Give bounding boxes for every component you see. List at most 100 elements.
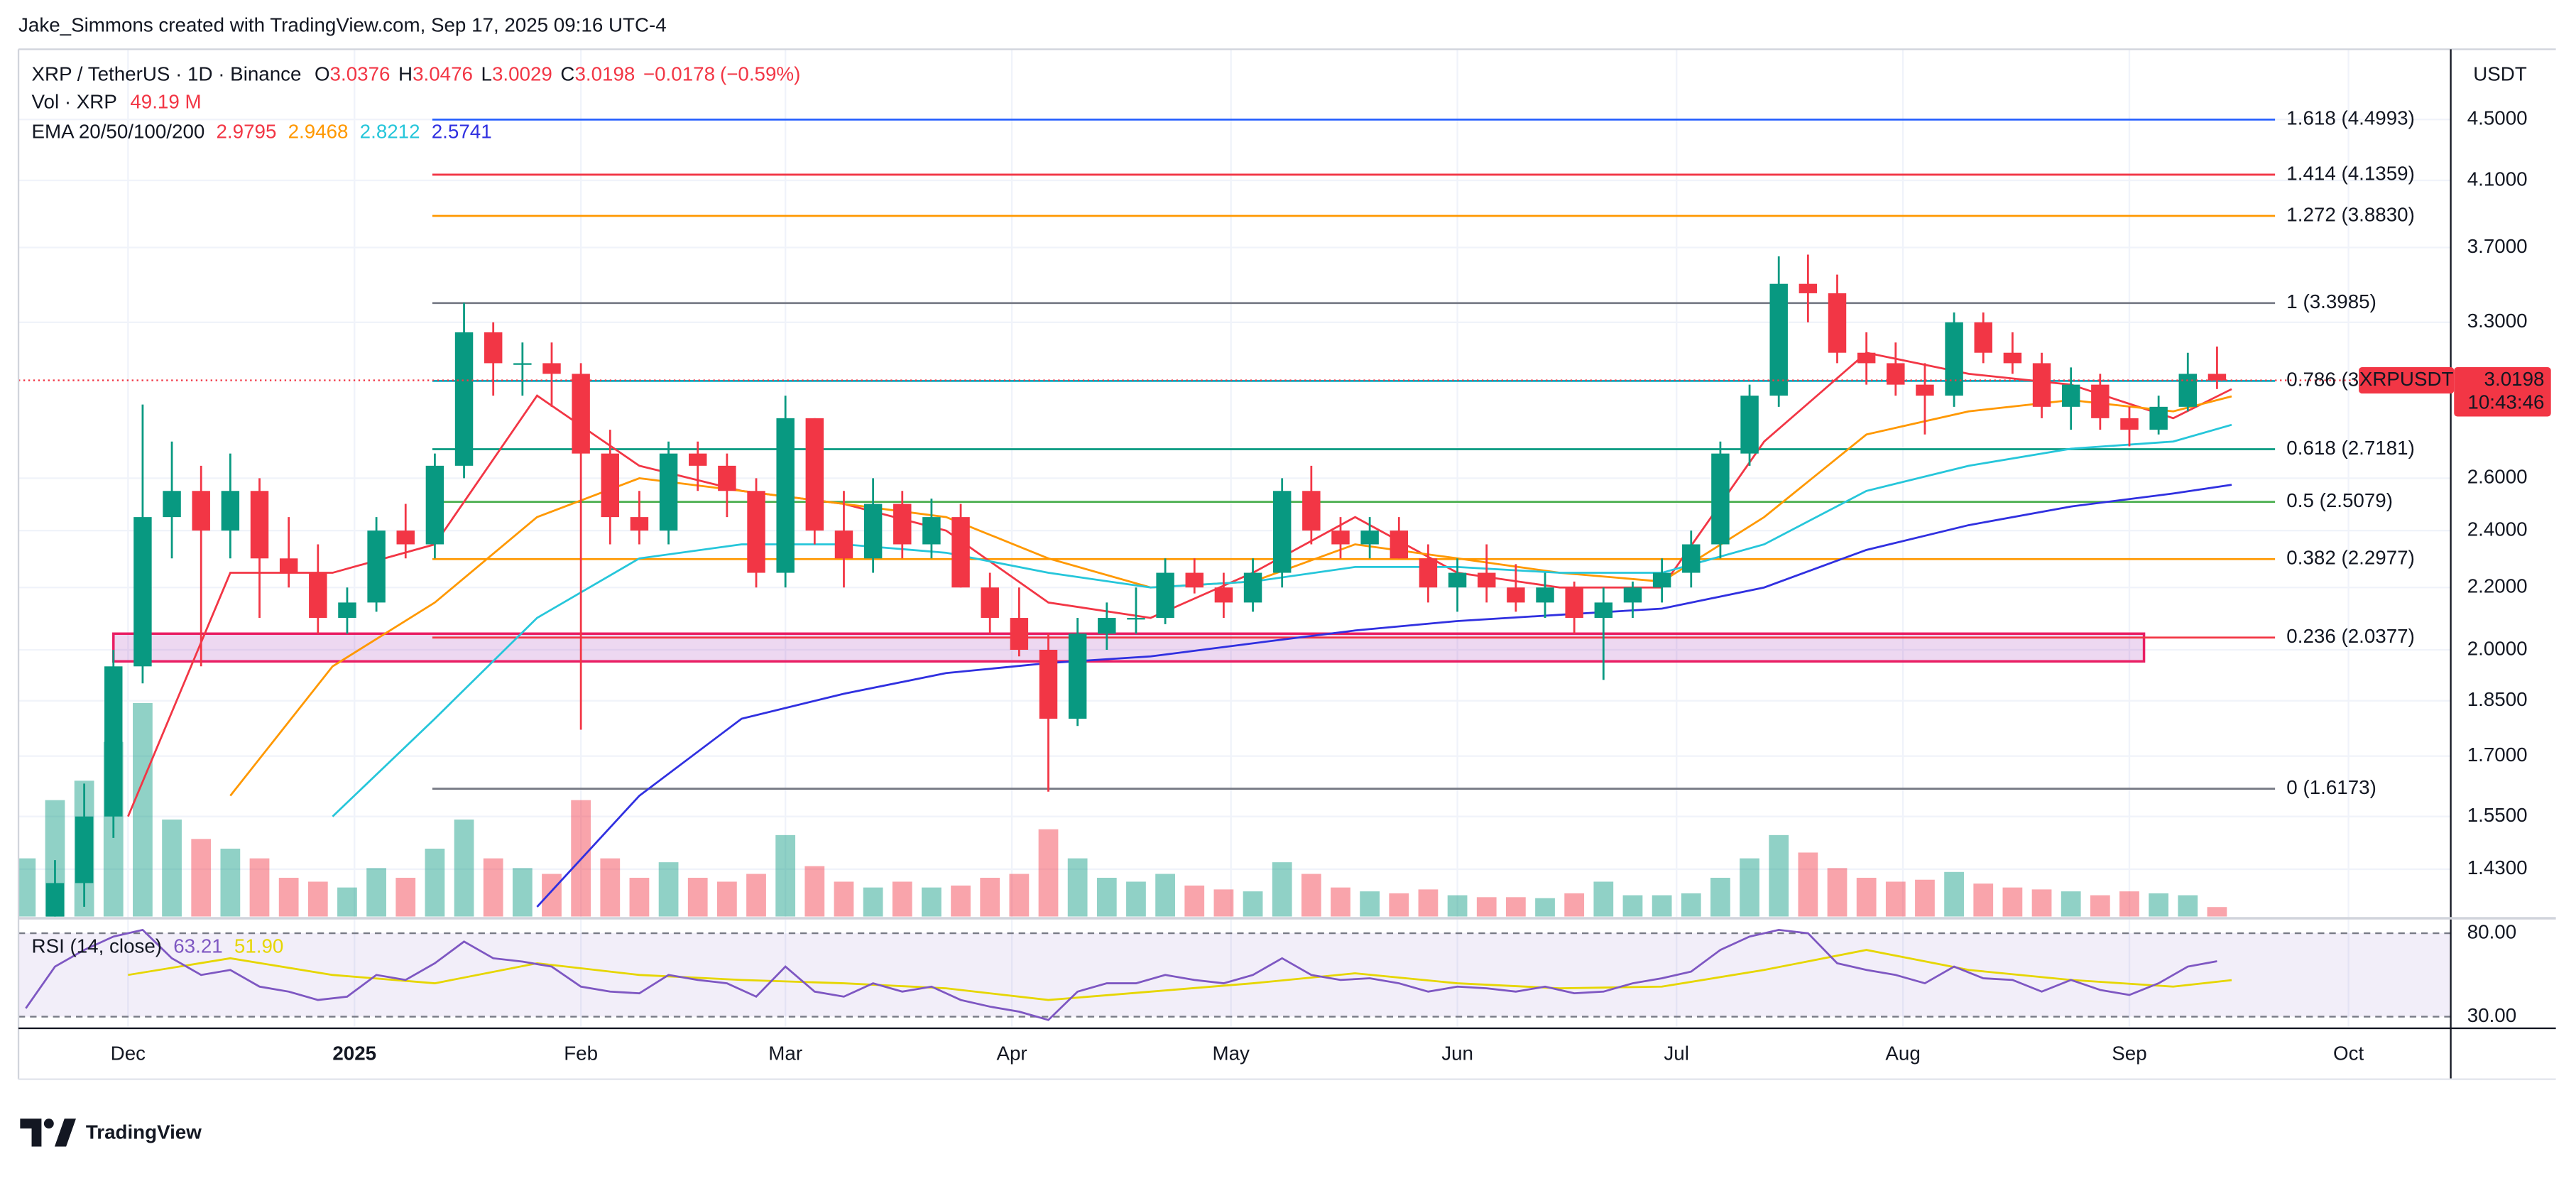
fib-label: 1.272 (3.8830) [2286,203,2415,225]
x-tick-label: Apr [996,1042,1027,1064]
volume-bar [220,848,241,917]
brand-name: TradingView [86,1121,202,1143]
candle-body [1360,531,1379,545]
volume-bar [687,877,708,917]
volume-bar [1740,858,1759,917]
grid [18,49,2451,1027]
candle-body [1039,649,1058,719]
candle-body [1098,618,1116,634]
y-tick-label: 1.5500 [2467,804,2528,826]
symbol-tag: XRPUSDT [2359,368,2454,390]
ohlc-value: 3.0029 [492,63,552,85]
ema-line [127,352,2232,817]
candle-body [1214,587,1233,603]
y-tick-label: 3.7000 [2467,235,2528,257]
candle-body [454,332,474,466]
frame [17,48,2556,1080]
volume-bar [1827,868,1848,917]
fib-label: 0.236 (2.0377) [2286,625,2415,647]
volume-bar [1856,877,1877,917]
rsi-tick-label: 30.00 [2467,1004,2516,1026]
volume-bar [2178,895,2198,917]
rsi-band [18,933,2451,1017]
volume-bar [629,877,650,917]
volume-bar [1360,891,1380,917]
volume-bar [1155,874,1175,917]
volume-bar [512,868,533,917]
ohlc-value: 3.0198 [574,63,635,85]
candle-body [2120,418,2139,430]
volume-bar [775,834,796,917]
volume-bar [2119,891,2139,917]
rsi-ma-value: 51.90 [234,935,283,957]
rsi-ma-line [128,949,2232,1001]
candle-body [309,572,327,619]
countdown: 10:43:46 [2467,391,2544,413]
volume-bar [1476,897,1497,917]
candle-body [1857,352,1876,364]
ohlc-value: 3.0376 [330,63,391,85]
volume-bar [717,881,737,917]
legend-row: EMA 20/50/100/200 2.9795 2.9468 2.8212 2.574… [32,121,492,143]
candle-body [2061,384,2080,407]
candle-body [922,517,941,545]
candle-body [1507,587,1525,603]
x-tick-label: Jul [1664,1042,1688,1064]
volume-bar [278,877,299,917]
candle-body [425,465,444,545]
volume-bar [658,862,679,917]
volume-bar [1505,897,1526,917]
volume-bar [1184,885,1205,917]
volume-bar [892,881,912,917]
axis-currency: USDT [2473,63,2527,85]
candle-body [279,558,298,573]
rsi-legend: RSI (14, close) [32,935,163,957]
volume-bar [2149,893,2169,917]
volume-bar [1798,852,1818,917]
fib-label: 0.618 (2.7181) [2286,437,2415,459]
legend-row: XRP / TetherUS · 1D · Binance O3.0376 H3.0… [32,63,801,85]
volume-bar [1915,879,1935,917]
candle-body [1769,283,1788,396]
candle-body [863,504,883,559]
volume-bar [425,848,445,917]
volume-bar [2207,907,2227,917]
candle-body [1565,587,1583,619]
candle-body [1974,322,1992,353]
candle-body [1945,322,1963,396]
candle-body [338,602,356,619]
volume-bar [1389,893,1409,917]
candle-body [2091,384,2110,418]
candle-body [1068,633,1087,719]
candle-body [1828,293,1847,353]
candle-body [163,491,181,518]
volume-bar [1710,877,1730,917]
volume-bar [542,874,562,917]
volume-last: 49.19 M [130,91,201,113]
volume-bar [1096,877,1117,917]
volume-bar [1243,891,1263,917]
volume-bar [1593,881,1614,917]
candle-body [104,666,123,817]
candle-body [221,491,240,531]
candle-body [542,363,561,374]
x-tick-label: May [1212,1042,1250,1064]
volume-bar [600,858,621,917]
candle-body [2207,374,2227,381]
price-tag-box [2454,367,2551,417]
candle-body [718,465,736,491]
volume-bar [834,881,854,917]
fib-label: 0.5 (2.5079) [2286,489,2393,511]
legend-row: RSI (14, close) 63.21 51.90 [32,935,284,957]
x-tick-label: Jun [1441,1042,1473,1064]
x-tick-label: Feb [564,1042,598,1064]
candle-body [893,504,912,545]
volume-bar [162,819,182,917]
volume-bar [1126,881,1146,917]
candle-body [367,531,386,603]
candle-body [1916,384,1934,396]
ohlc-key: L [481,63,492,85]
volume-bar [2061,891,2081,917]
volume-bar [1447,895,1468,917]
candle-body [1682,544,1701,573]
